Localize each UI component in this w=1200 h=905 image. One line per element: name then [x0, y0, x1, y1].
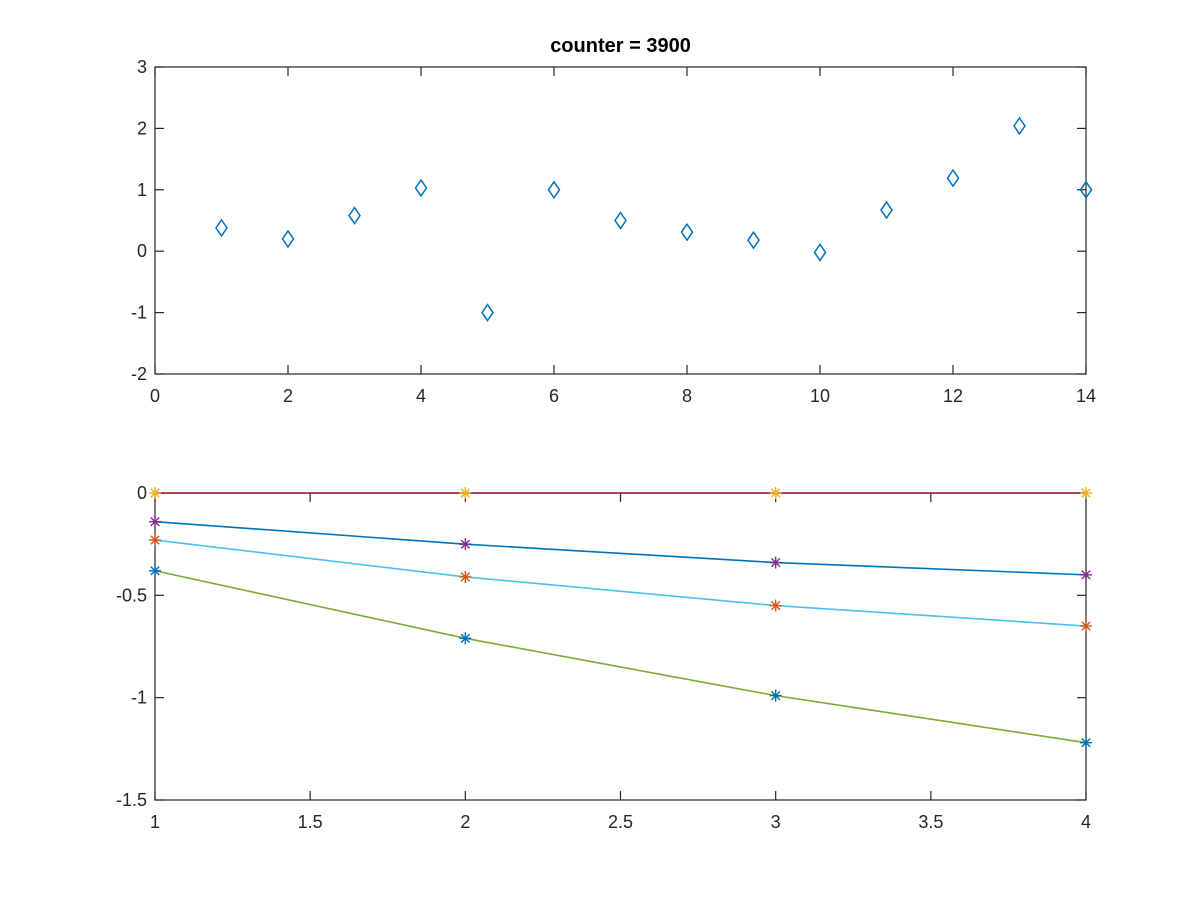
scatter-point — [481, 303, 494, 322]
bottom-plot-xtick-label: 4 — [1081, 812, 1091, 832]
asterisk-marker — [1080, 568, 1092, 581]
asterisk-marker — [769, 487, 782, 499]
asterisk-marker — [1080, 736, 1092, 749]
top-plot-ytick-label: 0 — [137, 241, 147, 261]
asterisk-marker — [459, 538, 472, 551]
top-plot-xtick-label: 2 — [283, 386, 293, 406]
scatter-point — [414, 178, 428, 198]
top-plot-ytick-label: 3 — [137, 57, 147, 77]
top-plot-axes-box — [154, 66, 1087, 375]
scatter-point — [547, 180, 561, 200]
top-plot-ytick-label: 1 — [137, 180, 147, 200]
top-plot-xtick-label: 8 — [682, 386, 692, 406]
series-line — [154, 569, 1087, 744]
bottom-plot-xtick-label: 1.5 — [298, 812, 323, 832]
bottom-plot-xtick-label: 3 — [771, 812, 781, 832]
top-plot-ytick-label: -2 — [131, 364, 147, 384]
top-plot-xtick-label: 14 — [1076, 386, 1096, 406]
top-plot-xtick-label: 0 — [150, 386, 160, 406]
top-plot-xtick-label: 12 — [943, 386, 963, 406]
top-plot-ytick-label: -1 — [131, 303, 147, 323]
asterisk-marker — [769, 556, 782, 569]
top-plot-xtick-label: 4 — [416, 386, 426, 406]
scatter-point — [680, 222, 694, 242]
bottom-plot-ytick-label: -1 — [131, 688, 147, 708]
asterisk-marker — [149, 487, 161, 499]
bottom-plot-axes-box — [154, 492, 1087, 801]
bottom-plot-xtick-label: 3.5 — [918, 812, 943, 832]
scatter-point — [880, 200, 893, 220]
asterisk-marker — [149, 515, 161, 528]
scatter-point — [1079, 180, 1093, 200]
scatter-point — [813, 243, 827, 262]
scatter-point — [281, 229, 295, 249]
bottom-plot-xtick-label: 2 — [460, 812, 470, 832]
scatter-point — [614, 211, 627, 230]
top-plot-title: counter = 3900 — [550, 35, 691, 57]
bottom-plot-ytick-label: 0 — [137, 483, 147, 503]
asterisk-marker — [1080, 620, 1092, 633]
bottom-plot-ytick-label: -0.5 — [116, 585, 147, 605]
scatter-point — [946, 168, 960, 188]
bottom-plot-xtick-label: 1 — [150, 812, 160, 832]
asterisk-marker — [149, 564, 161, 577]
asterisk-marker — [769, 689, 782, 702]
asterisk-marker — [459, 570, 472, 583]
bottom-plot-ytick-label: -1.5 — [116, 790, 147, 810]
scatter-point — [1013, 116, 1026, 136]
series-line — [154, 539, 1087, 627]
bottom-plot-axes: 1 1.5 2 2.5 3 3.5 4 -1.5 -1 -0.5 0 — [116, 483, 1092, 832]
top-plot-xtick-label: 6 — [549, 386, 559, 406]
top-plot-ytick-label: 2 — [137, 118, 147, 138]
scatter-point — [747, 230, 760, 250]
series-line — [154, 520, 1087, 576]
asterisk-marker — [769, 599, 782, 612]
scatter-point — [215, 218, 228, 238]
asterisk-marker — [459, 632, 472, 645]
asterisk-marker — [149, 534, 161, 547]
top-plot-xtick-label: 10 — [810, 386, 830, 406]
asterisk-marker — [1080, 487, 1092, 499]
scatter-point — [348, 206, 361, 225]
bottom-plot-xtick-label: 2.5 — [608, 812, 633, 832]
asterisk-marker — [459, 487, 472, 499]
